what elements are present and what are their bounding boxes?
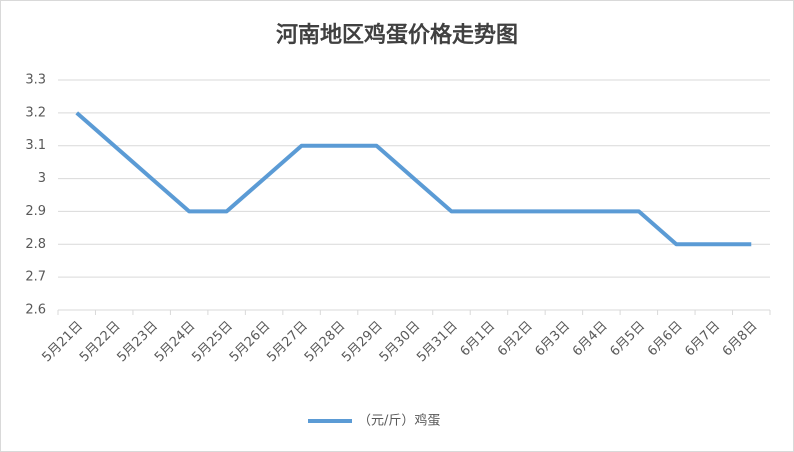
y-tick-label: 3.2	[25, 105, 46, 120]
y-tick-label: 2.7	[25, 270, 46, 285]
y-tick-label: 3.1	[25, 138, 46, 153]
y-tick-label: 2.6	[25, 303, 46, 318]
legend-label: （元/斤）鸡蛋	[358, 413, 440, 429]
y-tick-label: 3	[38, 171, 46, 186]
y-tick-label: 2.8	[25, 237, 46, 252]
chart-title: 河南地区鸡蛋价格走势图	[276, 22, 518, 48]
y-tick-label: 3.3	[25, 73, 46, 88]
y-tick-label: 2.9	[25, 204, 46, 219]
line-series	[75, 111, 752, 247]
